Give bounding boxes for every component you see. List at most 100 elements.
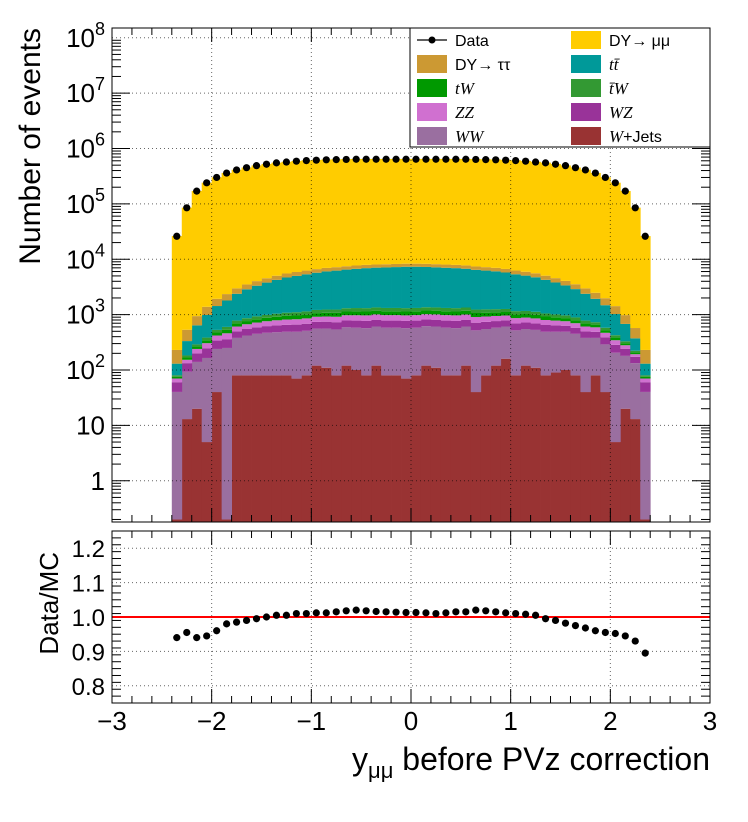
bar	[540, 275, 551, 280]
bar	[411, 307, 422, 312]
bar	[351, 158, 362, 266]
bar	[321, 271, 332, 310]
bar	[430, 314, 442, 320]
legend-label: WW	[455, 127, 485, 146]
legend-item: WZ	[571, 103, 633, 122]
bar	[580, 331, 591, 338]
data-point	[392, 155, 400, 163]
bar	[391, 327, 402, 376]
x-tick-label: −3	[97, 706, 127, 736]
bar	[341, 327, 352, 366]
bar	[570, 317, 581, 321]
data-point	[312, 156, 320, 164]
bar	[590, 324, 601, 328]
legend-item: Data	[417, 33, 489, 50]
bar	[440, 267, 452, 308]
bar	[630, 363, 641, 420]
bar	[480, 267, 492, 271]
data-point	[382, 155, 390, 163]
bar	[241, 375, 252, 522]
legend-item: WW	[417, 127, 485, 146]
bar	[420, 266, 432, 308]
data-point	[512, 156, 520, 165]
data-point	[492, 156, 500, 164]
legend-item: t̄W	[571, 79, 630, 98]
bar	[181, 341, 193, 356]
bar	[371, 158, 382, 265]
legend-item: tt̄	[571, 55, 621, 74]
bar	[450, 320, 462, 329]
bar	[470, 269, 482, 310]
bar	[341, 320, 352, 328]
bar	[510, 160, 522, 271]
bar	[191, 361, 203, 409]
bar	[321, 312, 332, 317]
bar	[480, 159, 492, 268]
ratio-point	[352, 606, 360, 614]
bar	[560, 325, 571, 332]
bar	[361, 315, 372, 321]
bar	[171, 378, 183, 383]
bar	[361, 158, 372, 265]
bar	[411, 327, 422, 376]
bar	[610, 337, 621, 341]
data-point	[452, 155, 460, 163]
bar	[221, 333, 232, 340]
ratio-point	[442, 609, 450, 617]
bar	[460, 310, 472, 315]
bar	[480, 309, 492, 313]
ratio-point	[611, 629, 619, 638]
bar	[510, 314, 522, 319]
bar	[450, 268, 462, 309]
bar	[600, 392, 611, 522]
bar	[440, 307, 452, 312]
bar	[500, 159, 512, 269]
bar	[361, 308, 372, 312]
ratio-point	[452, 608, 460, 616]
bar	[231, 169, 242, 289]
bar	[351, 308, 362, 312]
bar	[201, 343, 213, 349]
bar	[391, 307, 402, 312]
bar	[321, 328, 332, 368]
bar	[401, 263, 412, 267]
bar	[610, 344, 621, 353]
data-point	[342, 155, 350, 164]
bar	[440, 311, 452, 316]
ratio-point	[322, 609, 330, 617]
bar	[610, 182, 621, 307]
data-point	[252, 162, 261, 170]
data-point	[571, 164, 580, 172]
bar	[391, 158, 402, 264]
bar	[241, 321, 252, 325]
data-point	[502, 156, 510, 164]
bar	[221, 329, 232, 334]
bar	[201, 442, 213, 522]
bar	[490, 327, 502, 366]
x-axis-label-sub: μμ	[368, 758, 393, 783]
data-point	[372, 155, 380, 163]
bar	[510, 311, 522, 315]
data-point	[272, 159, 281, 167]
ratio-point	[242, 616, 251, 625]
data-point	[462, 155, 470, 163]
bar	[411, 266, 422, 308]
bar	[371, 264, 382, 268]
bar	[440, 375, 452, 522]
ticks-ratio	[111, 530, 711, 704]
y-tick-label: 104	[66, 240, 105, 274]
bar	[450, 375, 462, 522]
bar	[570, 323, 581, 328]
bar	[251, 333, 262, 376]
bar	[460, 268, 472, 308]
bar	[430, 307, 442, 311]
bar	[630, 350, 641, 353]
x-axis-label-rest: before PVz correction	[393, 741, 710, 777]
bar	[241, 318, 252, 322]
bar	[211, 329, 223, 333]
data-point	[232, 166, 241, 174]
bar	[580, 288, 591, 294]
bar	[510, 323, 522, 331]
top-plot: 1 10 102 103 104 105 106 107 108	[66, 19, 711, 523]
data-point	[472, 155, 480, 164]
